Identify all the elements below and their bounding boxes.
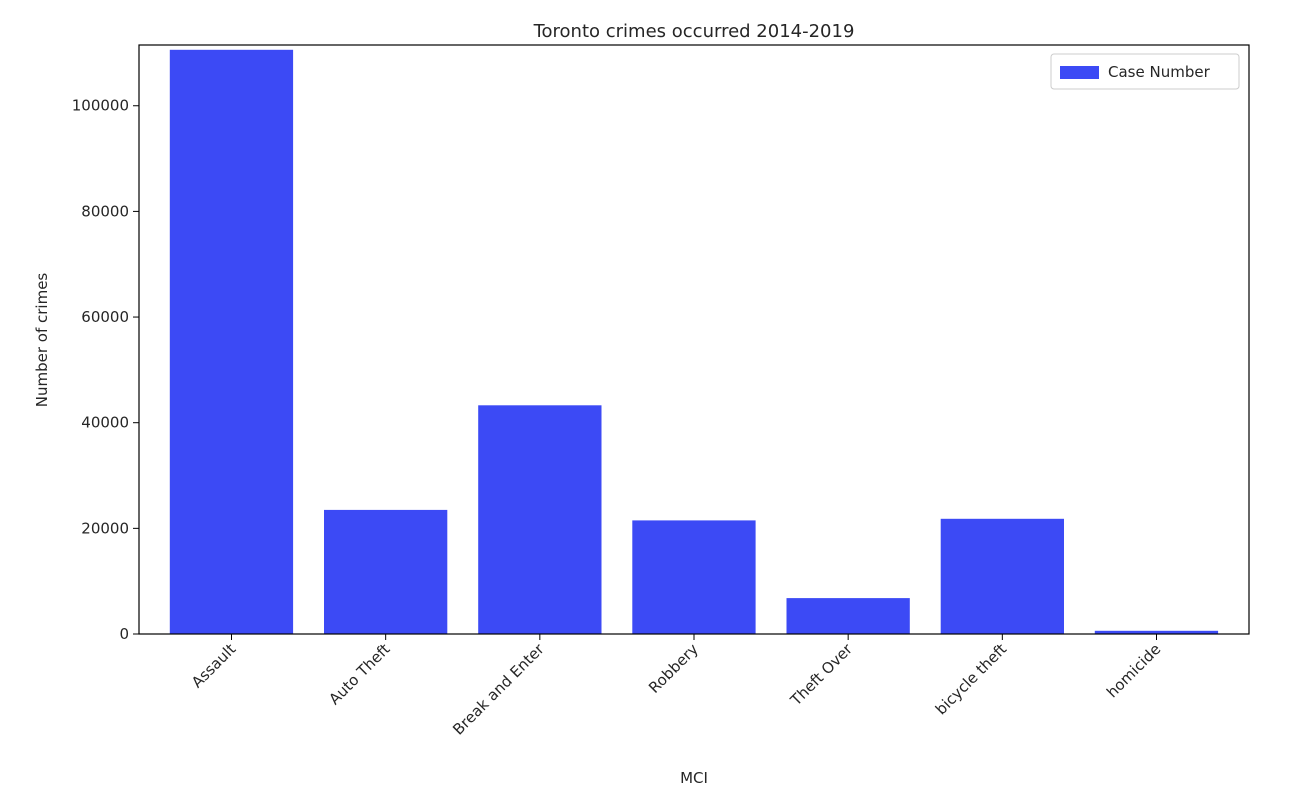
y-tick-label: 20000	[81, 519, 129, 537]
bars-group	[169, 49, 1219, 635]
bar-assault	[169, 49, 294, 635]
chart-title: Toronto crimes occurred 2014-2019	[533, 21, 855, 42]
y-tick-label: 80000	[81, 202, 129, 220]
legend-label: Case Number	[1108, 63, 1211, 81]
legend: Case Number	[1050, 53, 1240, 90]
x-tick-label: Break and Enter	[449, 640, 548, 739]
bar-bicycle-theft	[940, 518, 1064, 634]
y-tick-label: 60000	[81, 308, 129, 326]
y-axis-title: Number of crimes	[33, 273, 51, 408]
x-tick-label: Assault	[188, 640, 239, 691]
x-tick-label: Auto Theft	[325, 640, 393, 708]
x-axis-title: MCI	[680, 769, 708, 787]
x-tick-label: homicide	[1103, 640, 1164, 701]
bar-theft-over	[786, 598, 910, 634]
bar-break-and-enter	[478, 405, 602, 634]
y-tick-label: 0	[119, 625, 129, 643]
x-axis-ticks: Assault Auto Theft Break and Enter Robbery T…	[188, 634, 1164, 739]
bar-auto-theft	[324, 509, 448, 634]
bar-robbery	[632, 520, 756, 634]
y-tick-label: 40000	[81, 414, 129, 432]
bar-homicide	[1094, 630, 1219, 634]
x-tick-label: Robbery	[645, 640, 702, 697]
x-tick-label: bicycle theft	[932, 640, 1010, 718]
legend-frame	[1050, 53, 1240, 90]
legend-swatch	[1060, 66, 1099, 79]
x-tick-label: Theft Over	[786, 640, 856, 710]
y-tick-label: 100000	[72, 97, 129, 115]
y-axis-ticks: 0 20000 40000 60000 80000 100000	[72, 97, 139, 643]
plot-frame	[138, 44, 1250, 635]
